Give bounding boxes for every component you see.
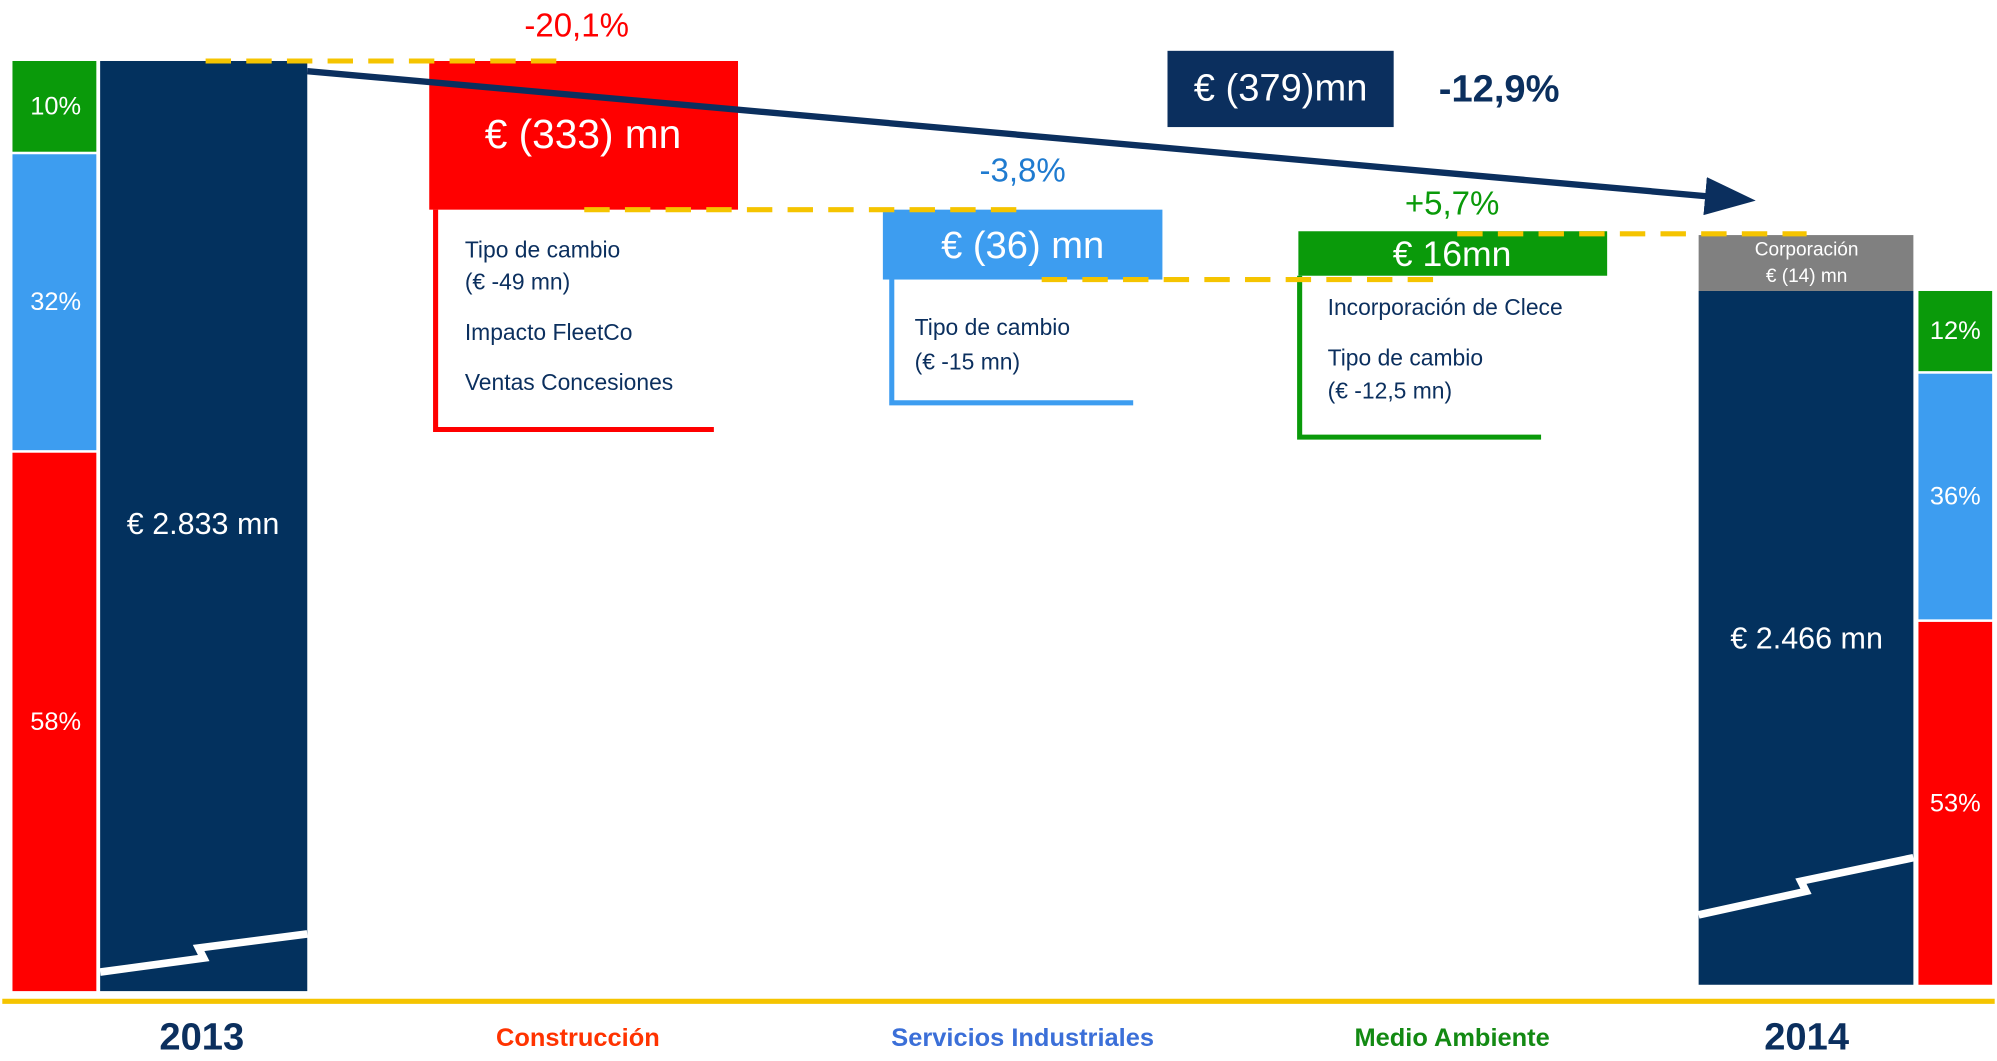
mix-segment xyxy=(12,60,97,152)
change-label: -20,1% xyxy=(524,7,629,44)
value-label: € 16mn xyxy=(1393,234,1512,274)
bar xyxy=(1298,231,1608,276)
corporation-bar xyxy=(1698,235,1914,291)
note: (€ -12,5 mn) xyxy=(1328,378,1453,404)
mix-label: 36% xyxy=(1930,483,1981,511)
axis-break xyxy=(1697,853,1915,919)
total-box xyxy=(1167,50,1394,128)
category-label: 2014 xyxy=(1764,1016,1849,1058)
mix-label: 10% xyxy=(30,92,81,120)
value-label: € 2.833 mn xyxy=(127,507,280,541)
mix-label: 58% xyxy=(30,708,81,736)
note: Ventas Concesiones xyxy=(465,369,673,395)
trend-arrow xyxy=(306,67,1756,216)
note: Tipo de cambio xyxy=(915,314,1070,340)
value-label: € 2.466 mn xyxy=(1730,621,1883,655)
total-percent: -12,9% xyxy=(1439,69,1560,111)
mix-segment xyxy=(12,154,97,451)
mix-label: 32% xyxy=(30,288,81,316)
corporation-value: € (14) mn xyxy=(1766,266,1848,287)
category-label: 2013 xyxy=(159,1016,244,1058)
note-bracket xyxy=(889,279,1134,406)
mix-segment xyxy=(1918,290,1993,372)
category-label: Medio Ambiente xyxy=(1354,1024,1549,1052)
corporation-label: Corporación xyxy=(1755,239,1859,260)
note: Incorporación de Clece xyxy=(1328,294,1563,320)
category-label: Servicios Industriales xyxy=(891,1024,1154,1052)
note-bracket xyxy=(433,209,714,433)
note: (€ -15 mn) xyxy=(915,348,1020,374)
mix-segment xyxy=(1918,621,1993,985)
note: Tipo de cambio xyxy=(1328,345,1483,371)
bar xyxy=(100,60,308,992)
note-bracket xyxy=(1297,275,1542,440)
mix-segment xyxy=(1918,373,1993,620)
note: Tipo de cambio xyxy=(465,237,620,263)
change-label: -3,8% xyxy=(980,152,1066,189)
note: (€ -49 mn) xyxy=(465,268,570,294)
change-label: +5,7% xyxy=(1405,185,1500,222)
total-label: € (379)mn xyxy=(1194,67,1368,109)
mix-label: 53% xyxy=(1930,789,1981,817)
bar xyxy=(1698,290,1914,985)
value-label: € (36) mn xyxy=(941,225,1104,267)
category-label: Construcción xyxy=(496,1024,660,1052)
value-label: € (333) mn xyxy=(485,111,682,157)
note: Impacto FleetCo xyxy=(465,319,633,345)
bar xyxy=(882,209,1163,280)
axis-break xyxy=(99,930,308,976)
mix-label: 12% xyxy=(1930,317,1981,345)
mix-segment xyxy=(12,452,97,992)
